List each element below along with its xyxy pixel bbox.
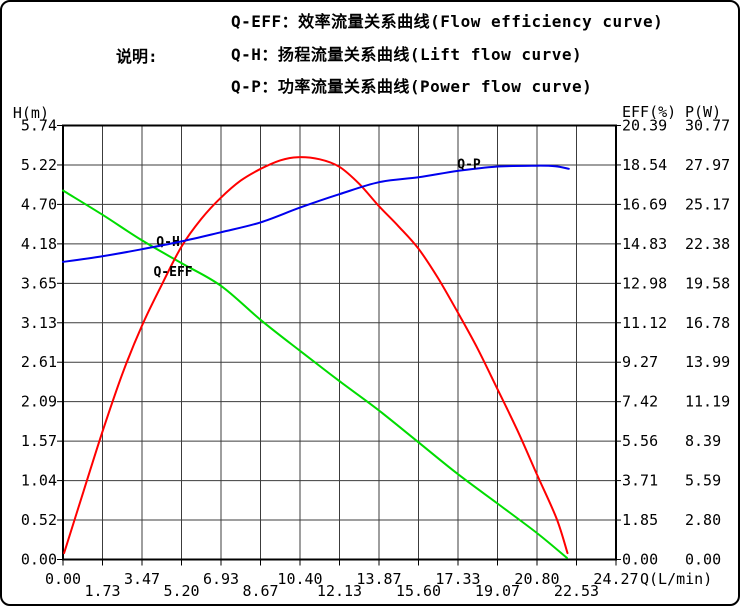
y-right-power-tick-label: 22.38	[685, 235, 730, 253]
y-right-eff-tick-label: 7.42	[622, 393, 658, 411]
y-right-power-tick-label: 27.97	[685, 156, 730, 174]
curve-label-q-eff: Q-EFF	[153, 265, 192, 280]
plot-border	[62, 124, 617, 561]
y-right-power-tick-label: 13.99	[685, 353, 730, 371]
y-left-tick-label: 5.74	[21, 117, 57, 135]
x-axis-tick-label: 3.47	[124, 570, 160, 588]
y-left-tick-label: 3.13	[21, 314, 57, 332]
y-right-power-tick-label: 30.77	[685, 117, 730, 135]
curve-q-h	[62, 189, 568, 559]
x-axis-tick-label: 17.33	[435, 570, 480, 588]
y-right-power-tick-label: 8.39	[685, 432, 721, 450]
y-left-tick-label: 2.09	[21, 393, 57, 411]
y-right-eff-tick-label: 16.69	[622, 195, 667, 213]
y-right-eff-tick-label: 9.27	[622, 353, 658, 371]
y-left-tick-label: 4.18	[21, 235, 57, 253]
y-right-power-tick-label: 2.80	[685, 511, 721, 529]
y-left-axis-title: H(m)	[13, 104, 49, 122]
x-axis-tick-label: 5.20	[163, 582, 199, 600]
y-right-eff-tick-label: 5.56	[622, 432, 658, 450]
legend-line-q-h: Q-H：扬程流量关系曲线(Lift flow curve)	[231, 45, 583, 64]
legend-line-q-p: Q-P：功率流量关系曲线(Power flow curve)	[231, 77, 593, 96]
y-left-tick-label: 3.65	[21, 274, 57, 292]
x-axis-tick-label: 24.27	[593, 570, 638, 588]
y-right-eff-tick-label: 18.54	[622, 156, 667, 174]
x-axis-tick-label: 20.80	[514, 570, 559, 588]
y-right-power-tick-label: 11.19	[685, 393, 730, 411]
y-left-tick-label: 4.70	[21, 195, 57, 213]
y-right-eff-tick-label: 11.12	[622, 314, 667, 332]
y-right-power-tick-label: 0.00	[685, 551, 721, 569]
y-left-tick-label: 0.52	[21, 511, 57, 529]
x-axis-title: Q(L/min)	[640, 570, 712, 588]
x-axis-tick-label: 12.13	[317, 582, 362, 600]
y-right-eff-tick-label: 20.39	[622, 117, 667, 135]
y-left-tick-label: 0.00	[21, 551, 57, 569]
y-left-tick-label: 1.04	[21, 472, 57, 490]
x-axis-tick-label: 0.00	[45, 570, 81, 588]
x-axis-tick-label: 15.60	[396, 582, 441, 600]
y-right-power-axis-title: P(W)	[685, 103, 721, 121]
y-right-power-tick-label: 16.78	[685, 314, 730, 332]
y-right-power-tick-label: 25.17	[685, 195, 730, 213]
y-right-eff-tick-label: 0.00	[622, 551, 658, 569]
y-left-tick-label: 1.57	[21, 432, 57, 450]
y-right-eff-tick-label: 3.71	[622, 472, 658, 490]
y-right-eff-tick-label: 14.83	[622, 235, 667, 253]
y-left-tick-label: 5.22	[21, 156, 57, 174]
x-axis-tick-label: 8.67	[242, 582, 278, 600]
y-right-eff-tick-label: 12.98	[622, 274, 667, 292]
legend-caption: 说明:	[116, 47, 158, 66]
x-axis-tick-label: 13.87	[356, 570, 401, 588]
y-right-eff-tick-label: 1.85	[622, 511, 658, 529]
y-right-power-tick-label: 19.58	[685, 274, 730, 292]
x-axis-tick-label: 1.73	[84, 582, 120, 600]
legend-line-q-eff: Q-EFF：效率流量关系曲线(Flow efficiency curve)	[231, 12, 664, 31]
curve-q-p	[62, 164, 570, 263]
y-left-tick-label: 2.61	[21, 353, 57, 371]
x-axis-tick-label: 6.93	[203, 570, 239, 588]
y-right-eff-axis-title: EFF(%)	[622, 103, 676, 121]
y-right-power-tick-label: 5.59	[685, 472, 721, 490]
curve-label-q-p: Q-P	[457, 158, 481, 173]
x-axis-tick-label: 10.40	[277, 570, 322, 588]
x-axis-tick-label: 22.53	[554, 582, 599, 600]
curve-q-eff	[63, 156, 569, 555]
x-axis-tick-label: 19.07	[475, 582, 520, 600]
